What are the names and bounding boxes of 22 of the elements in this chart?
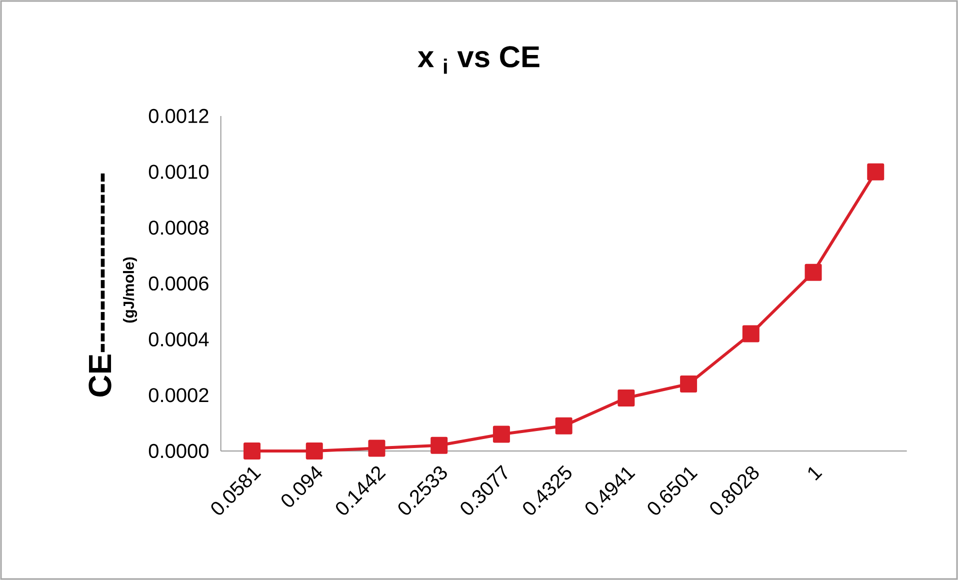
point [430,436,448,454]
y-tick-label: 0.0012 [148,108,208,124]
point [555,417,572,434]
point [368,440,386,457]
y-tick-label: 0.0010 [148,164,208,179]
point [244,442,261,460]
point [306,442,323,460]
y-tick-label: 0.0006 [148,276,208,291]
y-tick-label: 0.0000 [148,444,208,458]
point [680,375,698,392]
y-tick-label: 0.0008 [148,220,208,235]
point [492,426,510,443]
y-axis-title: CE----------------- [88,173,112,396]
text: (gJ/mole) [122,257,138,323]
point [618,389,635,406]
chart-title: x $_{i}$ vs CE [418,46,540,74]
point [804,264,822,281]
point [742,325,760,342]
point [867,163,884,180]
y-tick-label: 0.0004 [148,332,209,346]
x-tick-label: 1 [808,467,822,480]
y-tick-label: 0.0002 [148,388,208,402]
